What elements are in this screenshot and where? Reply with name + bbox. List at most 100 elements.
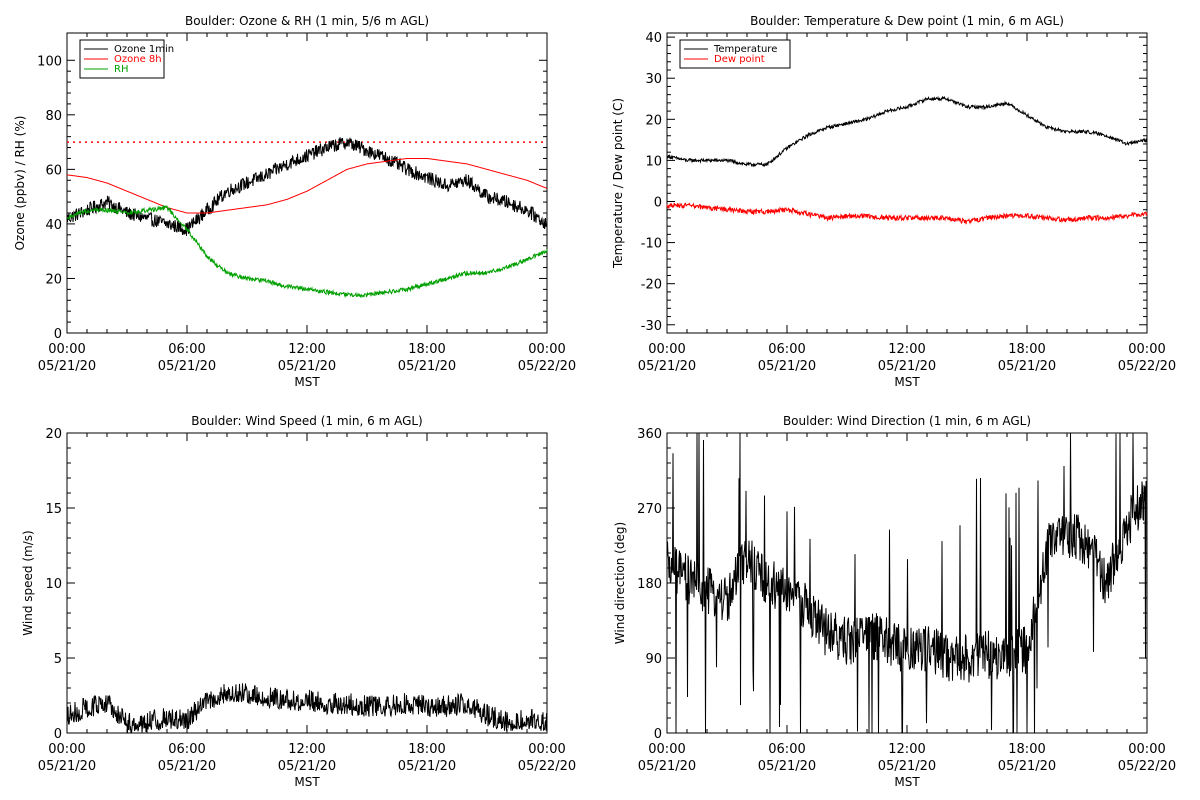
y-tick: 20 [645, 113, 1147, 128]
x-tick: 00:00 05/21/20 [638, 33, 696, 374]
x-tick: 12:00 05/21/20 [278, 33, 336, 374]
y-tick-label: 90 [645, 652, 662, 667]
x-tick-date: 05/21/20 [278, 759, 336, 774]
y-tick-label: 40 [645, 31, 662, 46]
y-tick-label: 5 [54, 652, 62, 667]
y-tick: -20 [641, 278, 1147, 293]
x-tick-time: 18:00 [408, 342, 445, 357]
x-tick-date: 05/21/20 [158, 359, 216, 374]
x-tick-date: 05/22/20 [518, 759, 576, 774]
wind-speed-title: Boulder: Wind Speed (1 min, 6 m AGL) [191, 414, 423, 428]
x-tick-date: 05/22/20 [1118, 359, 1176, 374]
temperature-dewpoint-title: Boulder: Temperature & Dew point (1 min,… [750, 14, 1064, 28]
x-tick: 00:00 05/22/20 [1118, 33, 1176, 374]
ozone-rh-ylabel: Ozone (ppbv) / RH (%) [13, 116, 27, 251]
series-line-main [666, 432, 1148, 734]
x-tick-time: 12:00 [888, 742, 925, 757]
y-tick: 60 [45, 163, 547, 178]
y-tick-label: 100 [37, 54, 62, 69]
series-line-dew-point [666, 202, 1148, 225]
y-tick: 10 [645, 154, 1147, 169]
ozone-rh-series [66, 137, 548, 299]
wind-direction-panel: Boulder: Wind Direction (1 min, 6 m AGL)… [613, 414, 1176, 789]
x-tick-time: 00:00 [648, 742, 685, 757]
y-tick-label: 0 [54, 327, 62, 342]
y-tick: 0 [54, 327, 547, 342]
x-tick-time: 06:00 [768, 342, 805, 357]
y-tick-label: 0 [54, 727, 62, 742]
y-tick: -30 [641, 319, 1147, 334]
y-tick: 0 [654, 727, 1147, 742]
wind-speed-yticks: 0 5 10 15 20 [45, 427, 547, 742]
x-tick-time: 00:00 [48, 342, 85, 357]
wind-speed-ylabel: Wind speed (m/s) [21, 530, 35, 635]
x-tick-time: 18:00 [408, 742, 445, 757]
x-tick-time: 18:00 [1008, 742, 1045, 757]
y-tick-label: 270 [637, 502, 662, 517]
x-tick-date: 05/21/20 [758, 359, 816, 374]
x-tick: 18:00 05/21/20 [998, 33, 1056, 374]
y-tick: 15 [45, 502, 547, 517]
x-tick: 12:00 05/21/20 [278, 433, 336, 774]
series-line-temperature [666, 95, 1148, 168]
wind-direction-yticks: 0 90 180 270 360 [637, 427, 1147, 742]
x-tick: 18:00 05/21/20 [398, 33, 456, 374]
temperature-dewpoint-ylabel: Temperature / Dew point (C) [611, 98, 625, 269]
y-tick: 100 [37, 54, 547, 69]
y-tick-label: 40 [45, 218, 62, 233]
wind-speed-plot-frame [66, 432, 548, 734]
y-tick-label: -10 [641, 237, 662, 252]
x-tick-date: 05/21/20 [38, 359, 96, 374]
y-tick-label: 10 [645, 154, 662, 169]
y-tick: 40 [45, 218, 547, 233]
x-tick: 06:00 05/21/20 [158, 33, 216, 374]
wind-direction-xlabel: MST [894, 775, 920, 789]
temperature-dewpoint-panel: Boulder: Temperature & Dew point (1 min,… [611, 14, 1176, 389]
x-tick-time: 12:00 [888, 342, 925, 357]
y-tick-label: 20 [45, 427, 62, 442]
x-tick-date: 05/21/20 [638, 359, 696, 374]
x-tick-date: 05/21/20 [398, 759, 456, 774]
wind-direction-xticks: 00:0005/21/2006:0005/21/2012:0005/21/201… [638, 433, 1176, 774]
y-tick-label: 30 [645, 72, 662, 87]
x-tick-time: 12:00 [288, 742, 325, 757]
ozone-rh-panel: Boulder: Ozone & RH (1 min, 5/6 m AGL) M… [13, 14, 576, 389]
x-tick-time: 06:00 [768, 742, 805, 757]
x-tick: 18:00 05/21/20 [398, 433, 456, 774]
y-tick-label: 80 [45, 109, 62, 124]
y-tick: 80 [45, 109, 547, 124]
wind-speed-xticks: 00:0005/21/2006:0005/21/2012:0005/21/201… [38, 433, 576, 774]
wind-direction-series [666, 432, 1148, 734]
x-tick-time: 00:00 [1128, 342, 1165, 357]
x-tick-date: 05/21/20 [878, 759, 936, 774]
x-tick-time: 06:00 [168, 742, 205, 757]
x-tick: 00:00 05/21/20 [38, 33, 96, 374]
ozone-rh-yticks: 0 20 40 60 80 100 [37, 54, 547, 342]
x-tick: 12:00 05/21/20 [878, 33, 936, 374]
temperature-dewpoint-yticks: -30 -20 -10 0 10 20 30 40 [641, 31, 1147, 334]
wind-speed-series [66, 683, 548, 734]
x-tick: 00:00 05/21/20 [638, 433, 696, 774]
x-tick-time: 00:00 [48, 742, 85, 757]
temperature-dewpoint-xticks: 00:0005/21/2006:0005/21/2012:0005/21/201… [638, 33, 1176, 374]
ozone-rh-title: Boulder: Ozone & RH (1 min, 5/6 m AGL) [185, 14, 429, 28]
y-tick: 0 [54, 727, 547, 742]
series-line-ozone-8h [66, 158, 548, 214]
series-line-ozone-1min [66, 137, 548, 236]
x-tick-date: 05/21/20 [38, 759, 96, 774]
legend-entry: RH [114, 64, 128, 75]
y-tick: 10 [45, 577, 547, 592]
y-tick-label: 15 [45, 502, 62, 517]
x-tick: 12:00 05/21/20 [878, 433, 936, 774]
x-tick-time: 06:00 [168, 342, 205, 357]
y-tick: 360 [637, 427, 1147, 442]
x-tick: 06:00 05/21/20 [158, 433, 216, 774]
x-tick-time: 00:00 [528, 342, 565, 357]
y-tick: 20 [45, 427, 547, 442]
temperature-dewpoint-series [666, 95, 1148, 225]
x-tick-date: 05/21/20 [998, 759, 1056, 774]
x-tick-date: 05/21/20 [758, 759, 816, 774]
y-tick-label: -20 [641, 278, 662, 293]
